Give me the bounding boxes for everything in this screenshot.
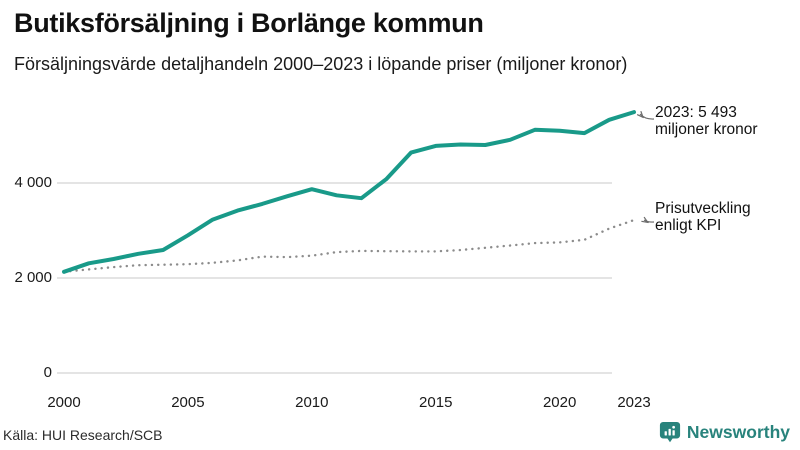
annotation-sales-2023: 2023: 5 493 miljoner kronor xyxy=(655,104,758,138)
newsworthy-brand-link[interactable]: Newsworthy xyxy=(659,421,790,444)
annotation-arrow-kpi xyxy=(644,220,655,222)
y-tick-2000: 2 000 xyxy=(14,269,52,286)
sales-line xyxy=(62,110,636,274)
x-tick-2000: 2000 xyxy=(47,394,81,411)
x-tick-2005: 2005 xyxy=(171,394,205,411)
x-tick-2020: 2020 xyxy=(542,394,577,411)
chart-subtitle: Försäljningsvärde detaljhandeln 2000–202… xyxy=(14,54,628,74)
annotation-sales-line2: miljoner kronor xyxy=(655,121,758,138)
gridlines xyxy=(57,182,612,374)
annotation-kpi-line1: Prisutveckling xyxy=(655,200,751,217)
y-tick-0: 0 xyxy=(43,364,52,381)
x-tick-2010: 2010 xyxy=(295,394,329,411)
y-tick-4000: 4 000 xyxy=(14,174,52,191)
annotation-sales-line1: 2023: 5 493 xyxy=(655,104,737,121)
newsworthy-brand-name: Newsworthy xyxy=(686,422,790,442)
newsworthy-logo-icon xyxy=(659,421,681,444)
source-attribution: Källa: HUI Research/SCB xyxy=(3,427,163,443)
x-tick-2015: 2015 xyxy=(419,394,453,411)
annotation-kpi: Prisutveckling enligt KPI xyxy=(655,200,751,234)
annotation-arrow-sales xyxy=(640,114,655,120)
x-tick-2023: 2023 xyxy=(617,394,651,411)
kpi-price-line xyxy=(62,218,636,273)
page-title: Butiksförsäljning i Borlänge kommun xyxy=(14,8,484,38)
annotation-kpi-line2: enligt KPI xyxy=(655,217,722,234)
